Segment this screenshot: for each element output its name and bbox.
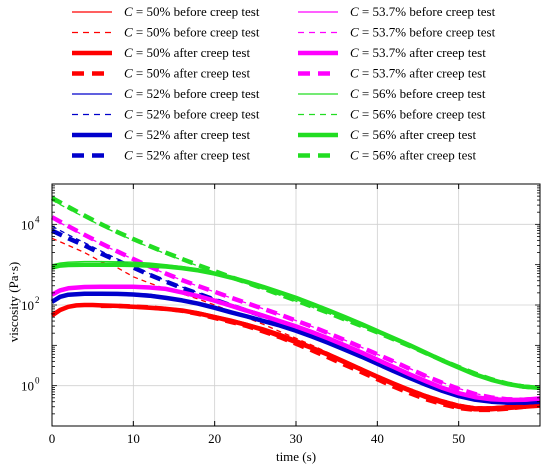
plot-area <box>50 196 541 413</box>
series-line <box>50 284 541 403</box>
x-tick-label: 20 <box>208 431 221 446</box>
y-tick-label: 10 <box>21 379 34 394</box>
legend-label: C = 50% after creep test <box>124 66 250 81</box>
x-tick-label: 0 <box>49 431 56 446</box>
legend-label: C = 50% before creep test <box>124 4 260 19</box>
legend-label: C = 52% after creep test <box>124 148 250 163</box>
x-tick-label: 50 <box>452 431 465 446</box>
series-line <box>50 196 541 391</box>
legend-label: C = 50% after creep test <box>124 45 250 60</box>
legend-label: C = 53.7% before creep test <box>350 25 496 40</box>
x-tick-label: 30 <box>290 431 303 446</box>
series-line <box>51 237 541 408</box>
x-tick-label: 40 <box>371 431 384 446</box>
y-tick-exponent: 2 <box>35 295 40 305</box>
legend-label: C = 56% after creep test <box>350 127 476 142</box>
legend-label: C = 52% before creep test <box>124 86 260 101</box>
series-line <box>50 215 541 402</box>
series-line <box>100 303 541 413</box>
legend-label: C = 53.7% after creep test <box>350 66 486 81</box>
legend: C = 50% before creep test C = 50% before … <box>72 4 496 163</box>
legend-label: C = 53.7% before creep test <box>350 4 496 19</box>
legend-label: C = 56% after creep test <box>350 148 476 163</box>
legend-label: C = 52% before creep test <box>124 107 260 122</box>
legend-label: C = 50% before creep test <box>124 25 260 40</box>
x-tick-label: 10 <box>127 431 140 446</box>
legend-label: C = 56% before creep test <box>350 86 486 101</box>
y-tick-exponent: 0 <box>35 376 40 386</box>
legend-label: C = 52% after creep test <box>124 127 250 142</box>
y-tick-label: 10 <box>21 298 34 313</box>
y-tick-exponent: 4 <box>35 214 40 224</box>
legend-label: C = 53.7% after creep test <box>350 45 486 60</box>
legend-label: C = 56% before creep test <box>350 107 486 122</box>
y-tick-label: 10 <box>21 217 34 232</box>
y-axis-label: viscosity (Pa·s) <box>6 262 21 343</box>
x-axis-label: time (s) <box>276 449 316 464</box>
